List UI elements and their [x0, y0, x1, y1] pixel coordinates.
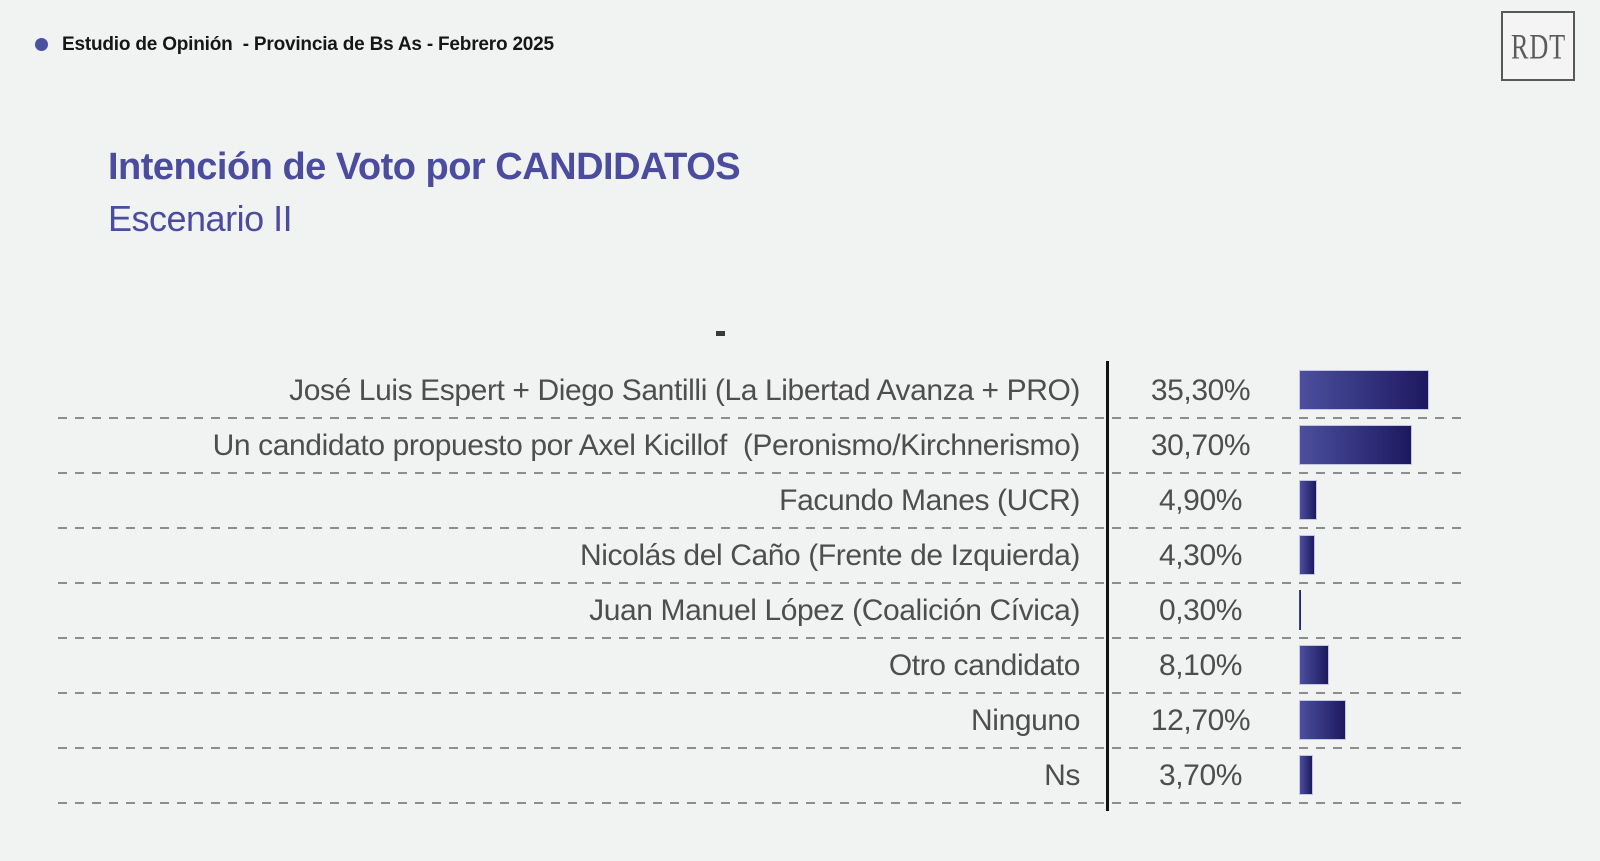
row-bar: [1299, 590, 1301, 630]
rdt-logo: RDT: [1501, 11, 1575, 81]
tiny-artifact-mark: [716, 331, 725, 336]
row-separator-line: [58, 582, 1462, 584]
chart-row: Ns 3,70%: [0, 748, 1600, 804]
row-separator-line: [58, 692, 1462, 694]
row-separator-line: [58, 637, 1462, 639]
row-value: 0,30%: [1158, 594, 1243, 627]
row-value: 8,10%: [1158, 649, 1243, 682]
chart-axis-line: [1106, 361, 1109, 811]
chart-row: Un candidato propuesto por Axel Kicillof…: [0, 418, 1600, 474]
row-label: Un candidato propuesto por Axel Kicillof…: [212, 429, 1081, 462]
report-header-title: Estudio de Opinión - Provincia de Bs As …: [62, 34, 554, 55]
rdt-logo-text: RDT: [1510, 25, 1566, 66]
row-bar: [1299, 755, 1313, 795]
row-label: José Luis Espert + Diego Santilli (La Li…: [289, 374, 1080, 407]
bar-chart: José Luis Espert + Diego Santilli (La Li…: [0, 363, 1600, 804]
row-bar: [1299, 645, 1329, 685]
row-label: Ninguno: [971, 704, 1080, 737]
row-label: Juan Manuel López (Coalición Cívica): [589, 594, 1080, 627]
row-value: 30,70%: [1150, 429, 1251, 462]
row-bar: [1299, 700, 1346, 740]
chart-row: José Luis Espert + Diego Santilli (La Li…: [0, 363, 1600, 419]
row-value: 4,90%: [1158, 484, 1243, 517]
row-bar: [1299, 480, 1317, 520]
chart-subtitle: Escenario II: [108, 198, 293, 239]
row-value: 4,30%: [1158, 539, 1243, 572]
row-separator-line: [58, 747, 1462, 749]
row-value: 3,70%: [1158, 759, 1243, 792]
row-value: 12,70%: [1150, 704, 1251, 737]
row-value: 35,30%: [1150, 374, 1251, 407]
chart-row: Juan Manuel López (Coalición Cívica) 0,30…: [0, 583, 1600, 639]
row-separator-line: [58, 527, 1462, 529]
row-bar: [1299, 535, 1315, 575]
row-separator-line: [58, 472, 1462, 474]
row-label: Nicolás del Caño (Frente de Izquierda): [579, 539, 1080, 572]
row-bar: [1299, 370, 1429, 410]
chart-row: Facundo Manes (UCR) 4,90%: [0, 473, 1600, 529]
header-bullet-icon: [35, 38, 48, 51]
row-bar: [1299, 425, 1412, 465]
row-label: Otro candidato: [888, 649, 1081, 682]
chart-row: Nicolás del Caño (Frente de Izquierda) 4,…: [0, 528, 1600, 584]
row-separator-line: [58, 802, 1462, 804]
row-separator-line: [58, 417, 1462, 419]
chart-row: Ninguno 12,70%: [0, 693, 1600, 749]
chart-title: Intención de Voto por CANDIDATOS: [108, 146, 741, 188]
row-label: Facundo Manes (UCR): [779, 484, 1080, 517]
row-label: Ns: [1044, 759, 1080, 792]
chart-row: Otro candidato 8,10%: [0, 638, 1600, 694]
